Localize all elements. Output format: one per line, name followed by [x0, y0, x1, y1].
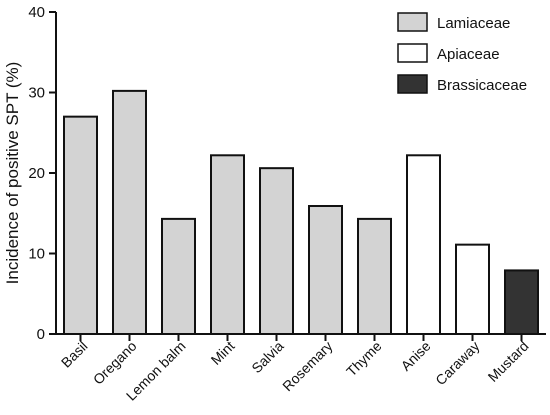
x-tick-label: Basil — [58, 338, 91, 371]
bar-caraway — [455, 243, 490, 336]
x-tick-label: Mint — [208, 338, 238, 368]
x-tick-label: Oregano — [90, 338, 140, 388]
x-tick-label: Mustard — [485, 338, 532, 385]
bar-mustard — [504, 269, 539, 335]
bar-oregano — [112, 89, 147, 335]
x-tick-label: Rosemary — [279, 338, 335, 394]
bar-mint — [210, 154, 245, 335]
bar-anise — [406, 154, 441, 335]
y-tick-label: 10 — [28, 246, 45, 263]
y-tick-label: 0 — [37, 326, 45, 343]
y-axis: 0 10 20 30 40 — [28, 4, 57, 343]
bars — [63, 89, 539, 336]
bar-rosemary — [308, 205, 343, 336]
y-tick-label: 40 — [28, 4, 45, 21]
bar-basil — [63, 115, 98, 336]
y-axis-title: Incidence of positive SPT (%) — [3, 62, 22, 285]
legend-label: Lamiaceae — [437, 15, 510, 32]
bar-thyme — [357, 217, 392, 335]
x-tick-label: Anise — [398, 338, 434, 374]
x-tick-label: Caraway — [432, 338, 482, 388]
legend-swatch — [397, 74, 428, 94]
legend-label: Brassicaceae — [437, 77, 527, 94]
bar-lemon-balm — [161, 217, 196, 335]
legend-label: Apiaceae — [437, 46, 500, 63]
bar-salvia — [259, 167, 294, 335]
legend: Lamiaceae Apiaceae Brassicaceae — [397, 12, 527, 94]
y-tick-label: 20 — [28, 165, 45, 182]
legend-swatch — [397, 12, 428, 32]
x-tick-label: Salvia — [248, 338, 286, 376]
y-tick-label: 30 — [28, 85, 45, 102]
x-tick-label: Thyme — [343, 338, 385, 380]
legend-swatch — [397, 43, 428, 63]
